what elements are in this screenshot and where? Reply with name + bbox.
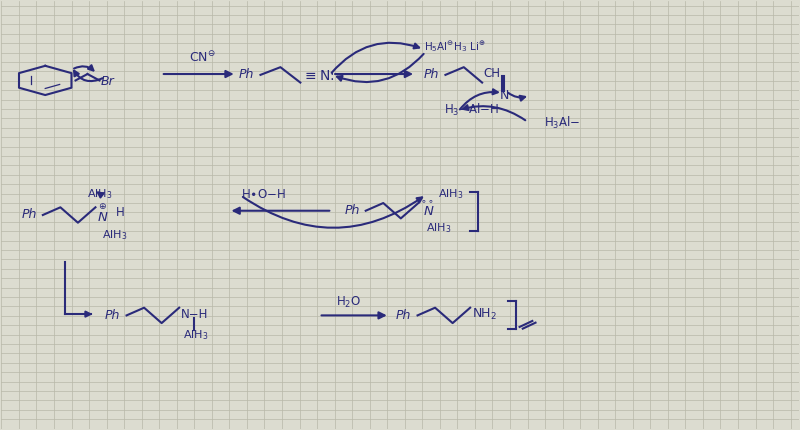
Text: H$\bullet$O−H: H$\bullet$O−H: [241, 188, 286, 201]
Text: Ph: Ph: [424, 68, 439, 81]
Text: H$_3$Al−: H$_3$Al−: [543, 115, 580, 131]
Text: CN$^{\ominus}$: CN$^{\ominus}$: [189, 49, 215, 64]
Text: H$_3$−Al−H: H$_3$−Al−H: [444, 102, 499, 118]
Text: Br: Br: [100, 75, 114, 88]
Text: AlH$_3$: AlH$_3$: [426, 221, 452, 235]
Text: AlH$_3$: AlH$_3$: [87, 187, 113, 200]
Text: $\equiv$N:: $\equiv$N:: [302, 69, 334, 83]
Text: AlH$_3$: AlH$_3$: [102, 229, 127, 243]
Text: H$_2$O: H$_2$O: [336, 295, 362, 310]
Text: N−H: N−H: [181, 308, 208, 321]
Text: NH$_2$: NH$_2$: [472, 307, 497, 322]
Text: $\overset{\oplus}{N}$: $\overset{\oplus}{N}$: [97, 203, 109, 225]
Text: Ph: Ph: [344, 204, 359, 217]
Text: AlH$_3$: AlH$_3$: [183, 329, 209, 342]
Text: N: N: [500, 89, 509, 102]
Text: H: H: [115, 206, 124, 219]
Text: Ph: Ph: [239, 68, 254, 81]
Text: H$_5$Al$^{\ominus}$H$_3$ Li$^{\oplus}$: H$_5$Al$^{\ominus}$H$_3$ Li$^{\oplus}$: [424, 39, 486, 54]
Text: Ph: Ph: [396, 309, 411, 322]
Text: $\overset{\circ\circ}{N}$: $\overset{\circ\circ}{N}$: [420, 200, 434, 219]
Text: Ph: Ph: [22, 209, 37, 221]
Text: AlH$_3$: AlH$_3$: [438, 187, 464, 201]
Text: Ph: Ph: [105, 309, 121, 322]
Text: CH: CH: [484, 67, 501, 80]
